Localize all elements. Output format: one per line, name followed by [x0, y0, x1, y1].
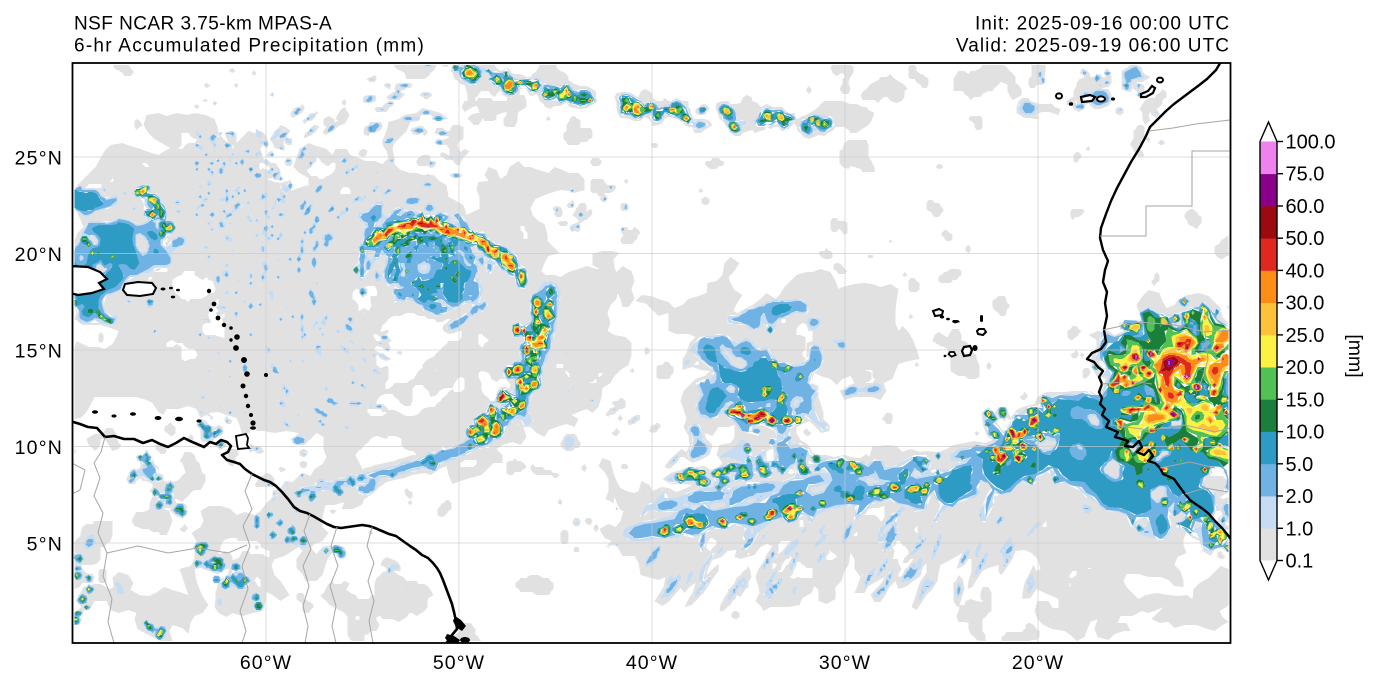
svg-text:2.0: 2.0 — [1286, 486, 1314, 508]
svg-text:5.0: 5.0 — [1286, 454, 1314, 476]
svg-text:30°W: 30°W — [819, 652, 871, 674]
svg-text:50.0: 50.0 — [1286, 228, 1325, 250]
svg-text:20°N: 20°N — [15, 244, 63, 266]
svg-text:[mm]: [mm] — [1344, 334, 1366, 377]
svg-text:15°N: 15°N — [15, 341, 63, 363]
svg-text:60.0: 60.0 — [1286, 196, 1325, 218]
svg-text:6-hr Accumulated Precipitation: 6-hr Accumulated Precipitation (mm) — [74, 35, 425, 56]
svg-text:10.0: 10.0 — [1286, 422, 1325, 444]
svg-text:30.0: 30.0 — [1286, 293, 1325, 315]
svg-text:15.0: 15.0 — [1286, 389, 1325, 411]
svg-text:50°W: 50°W — [433, 652, 485, 674]
svg-text:5°N: 5°N — [27, 534, 63, 556]
svg-text:25.0: 25.0 — [1286, 325, 1325, 347]
svg-text:1.0: 1.0 — [1286, 518, 1314, 540]
svg-text:60°W: 60°W — [240, 652, 292, 674]
svg-text:75.0: 75.0 — [1286, 164, 1325, 186]
svg-text:40°W: 40°W — [626, 652, 678, 674]
svg-text:Init: 2025-09-16 00:00 UTC: Init: 2025-09-16 00:00 UTC — [975, 14, 1230, 35]
svg-text:20°W: 20°W — [1012, 652, 1064, 674]
svg-text:NSF NCAR 3.75-km MPAS-A: NSF NCAR 3.75-km MPAS-A — [74, 14, 332, 35]
svg-text:Valid: 2025-09-19 06:00 UTC: Valid: 2025-09-19 06:00 UTC — [956, 35, 1230, 56]
svg-text:0.1: 0.1 — [1286, 551, 1314, 573]
svg-text:100.0: 100.0 — [1286, 132, 1336, 154]
svg-text:25°N: 25°N — [15, 148, 63, 170]
svg-text:20.0: 20.0 — [1286, 357, 1325, 379]
svg-text:40.0: 40.0 — [1286, 260, 1325, 282]
svg-text:10°N: 10°N — [15, 437, 63, 459]
